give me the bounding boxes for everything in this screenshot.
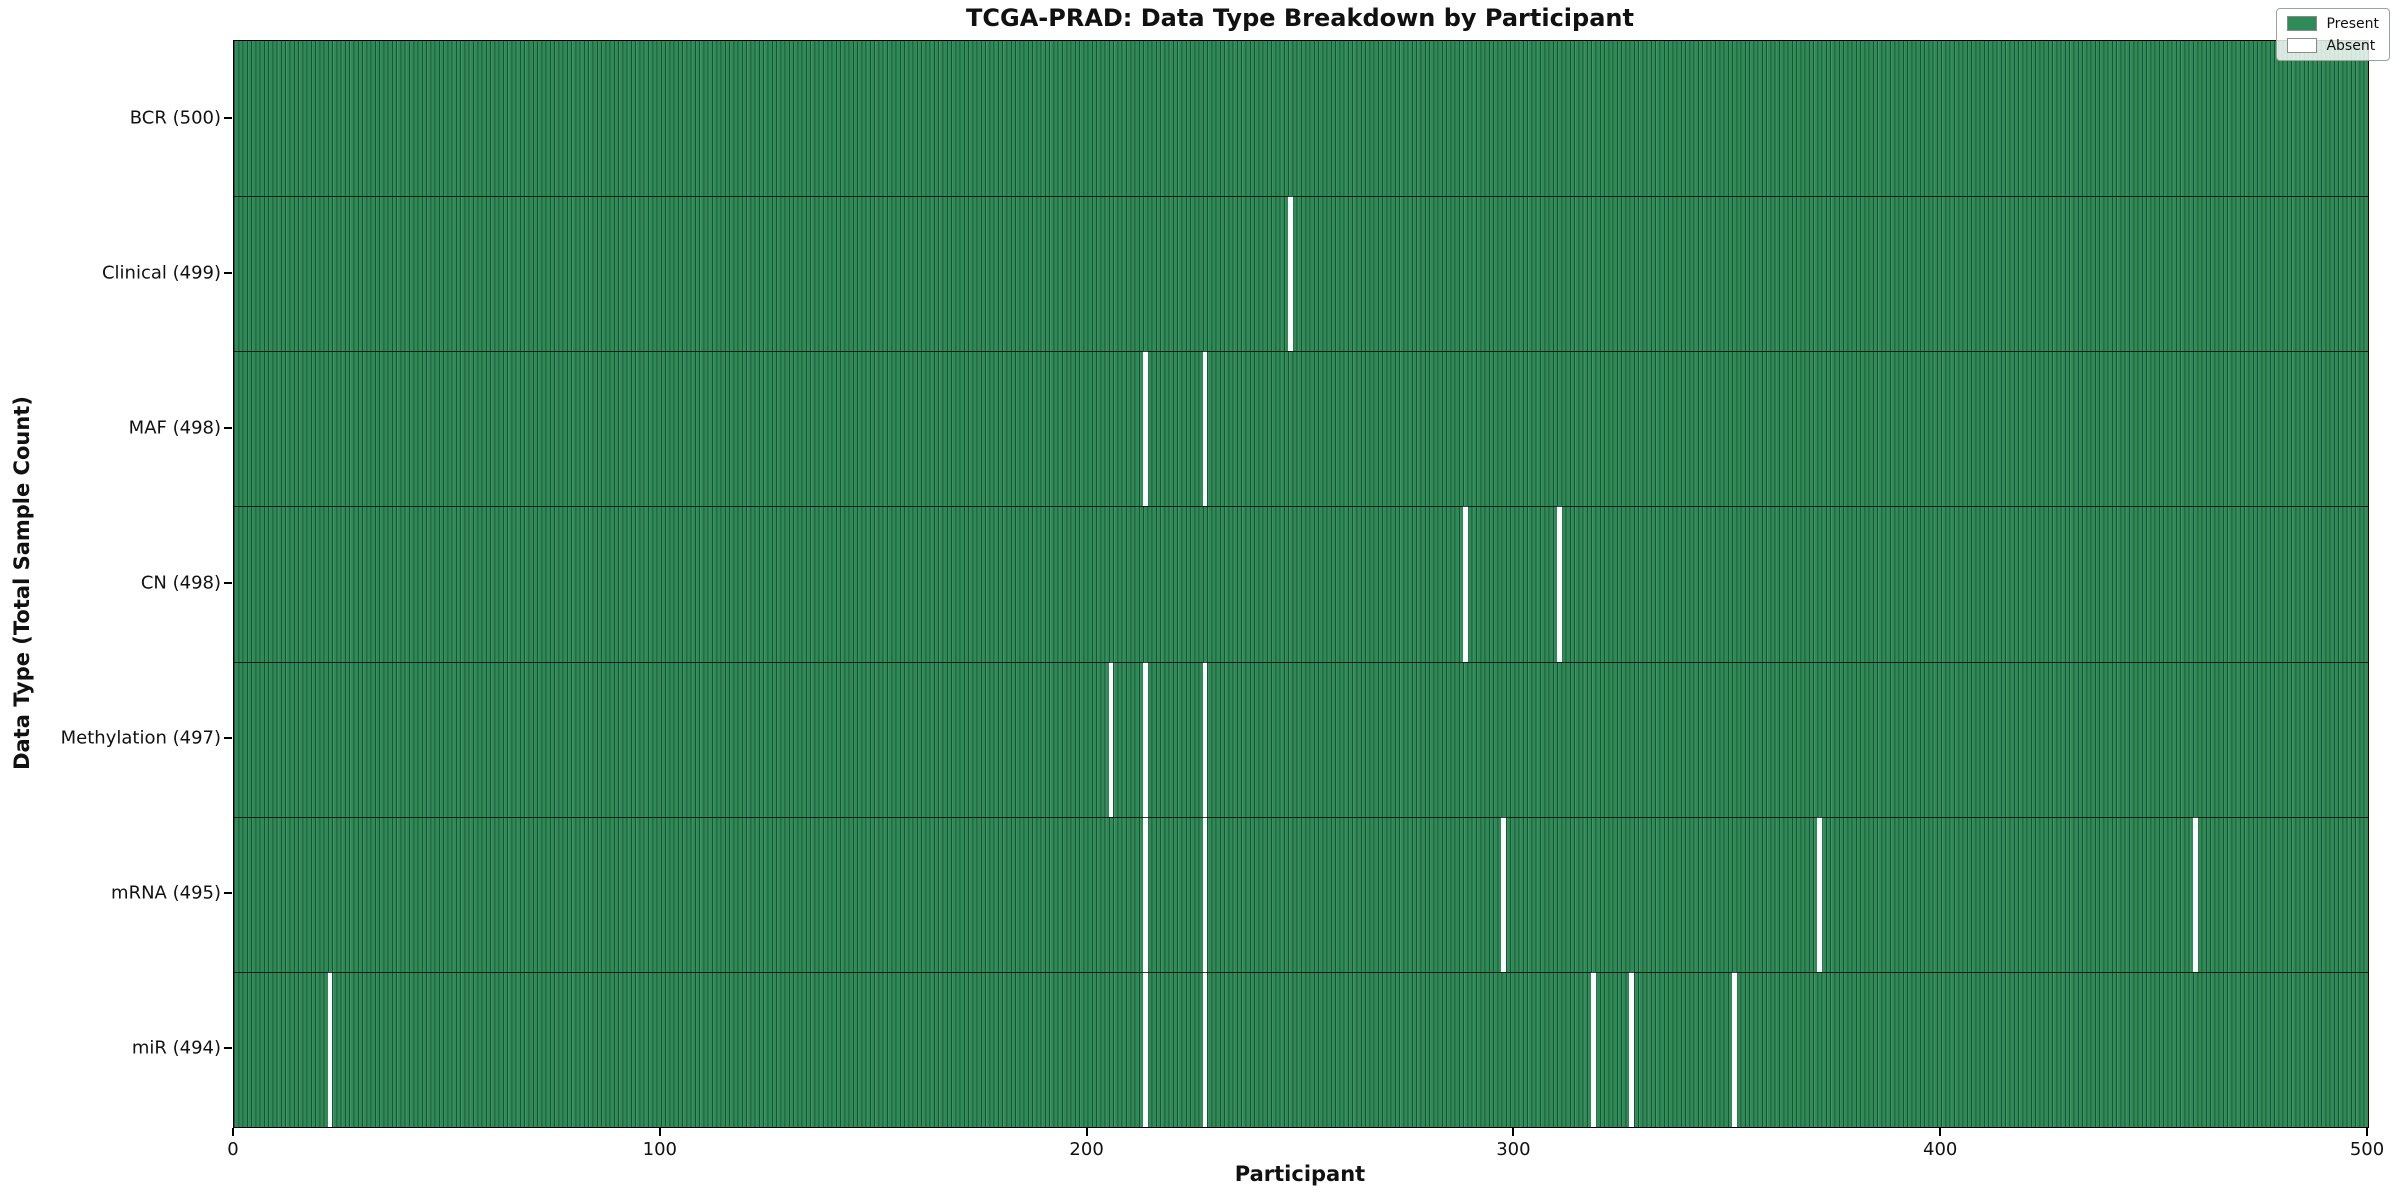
y-tick-label-cn: CN (498)	[140, 572, 221, 594]
absent-gap	[1202, 816, 1208, 972]
absent-gap	[1731, 971, 1737, 1127]
absent-gap	[1287, 196, 1293, 352]
y-tick-label-maf: MAF (498)	[128, 417, 221, 439]
present-swatch	[2287, 16, 2318, 31]
x-tick-mark	[658, 1128, 661, 1136]
legend-entry-present: Present	[2287, 16, 2379, 31]
x-axis-label: Participant	[1234, 1162, 1366, 1186]
x-tick-mark	[2366, 1128, 2368, 1136]
absent-gap	[1629, 971, 1635, 1127]
row-separator	[234, 196, 2368, 198]
y-tick-label-bcr: BCR (500)	[129, 107, 221, 129]
y-tick-mark	[224, 116, 232, 119]
data-row-clinical	[234, 196, 2368, 352]
absent-gap	[327, 971, 333, 1127]
data-row-mir	[234, 971, 2368, 1127]
x-tick-label: 500	[2349, 1139, 2385, 1160]
y-tick-label-mrna: mRNA (495)	[111, 882, 221, 904]
data-row-mrna	[234, 816, 2368, 972]
legend-entry-absent: Absent	[2287, 38, 2379, 53]
y-tick-label-clinical: Clinical (499)	[101, 262, 221, 284]
absent-swatch	[2287, 38, 2318, 53]
absent-gap	[1202, 971, 1208, 1127]
y-tick-mark	[224, 271, 232, 274]
row-separator	[234, 351, 2368, 353]
data-row-cn	[234, 506, 2368, 662]
y-tick-mark	[224, 1047, 232, 1050]
absent-gap	[1142, 971, 1148, 1127]
x-tick-mark	[1085, 1128, 1088, 1136]
data-row-maf	[234, 351, 2368, 507]
x-tick-label: 300	[1496, 1139, 1531, 1160]
absent-gap	[1202, 351, 1208, 507]
chart-title: TCGA-PRAD: Data Type Breakdown by Partic…	[966, 4, 1634, 32]
absent-gap	[1590, 971, 1596, 1127]
absent-gap	[2192, 816, 2198, 972]
y-tick-label-mir: miR (494)	[131, 1037, 221, 1059]
x-tick-label: 200	[1069, 1139, 1104, 1160]
x-tick-label: 100	[642, 1139, 677, 1160]
x-tick-mark	[232, 1128, 234, 1136]
absent-gap	[1556, 506, 1562, 662]
absent-gap	[1817, 816, 1822, 972]
data-row-methylation	[234, 661, 2368, 817]
x-tick-mark	[1512, 1128, 1515, 1136]
data-row-bcr	[234, 41, 2368, 197]
legend: Present Absent	[2276, 8, 2390, 61]
absent-gap	[1142, 351, 1148, 507]
absent-gap	[1501, 816, 1507, 972]
y-tick-mark	[224, 892, 232, 895]
x-tick-mark	[1939, 1128, 1942, 1136]
legend-absent-label: Absent	[2326, 37, 2376, 54]
absent-gap	[1202, 661, 1208, 817]
x-tick-label: 400	[1923, 1139, 1958, 1160]
y-tick-mark	[224, 426, 232, 429]
legend-present-label: Present	[2326, 15, 2379, 32]
row-separator	[234, 661, 2368, 663]
absent-gap	[1142, 661, 1148, 817]
absent-gap	[1108, 661, 1114, 817]
y-tick-mark	[224, 737, 232, 740]
y-tick-label-methylation: Methylation (497)	[60, 727, 221, 749]
plot-area	[233, 40, 2369, 1128]
x-tick-label: 0	[227, 1139, 239, 1160]
absent-gap	[1462, 506, 1468, 662]
row-separator	[234, 816, 2368, 818]
row-separator	[234, 506, 2368, 508]
row-separator	[234, 971, 2368, 973]
y-tick-mark	[224, 582, 232, 584]
absent-gap	[1142, 816, 1148, 972]
